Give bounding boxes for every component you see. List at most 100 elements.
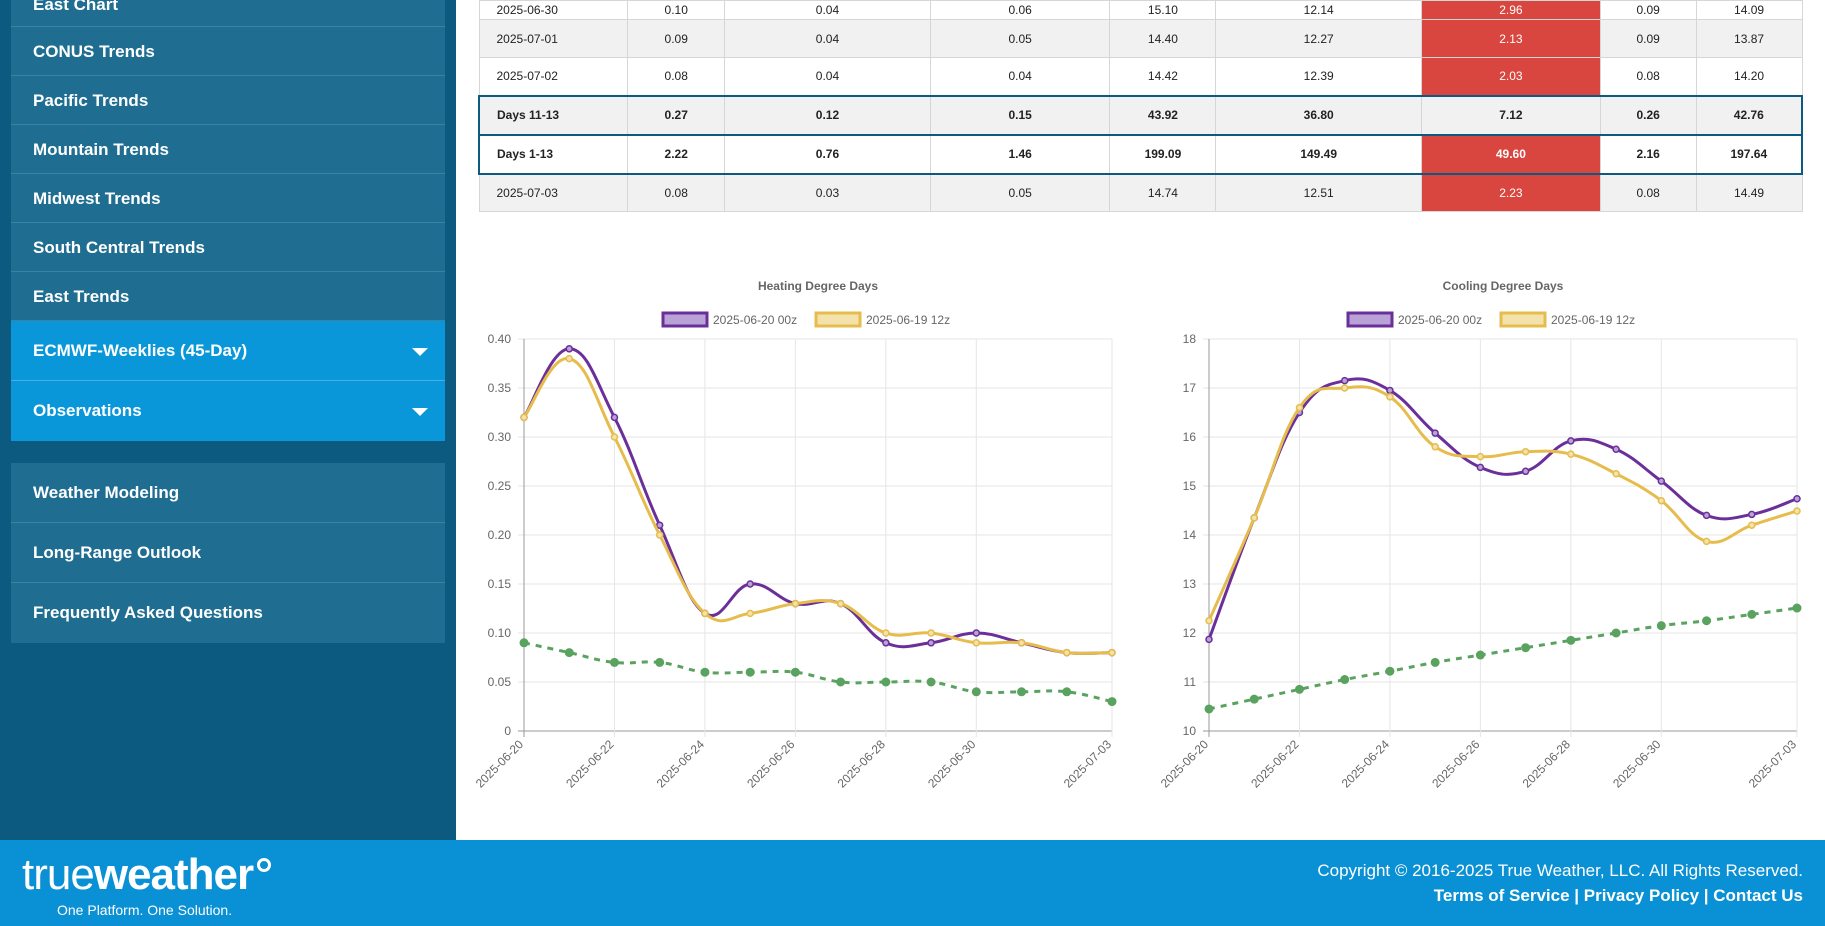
data-point[interactable]	[791, 599, 800, 608]
data-point[interactable]	[1431, 443, 1439, 451]
sidebar-item-south-central-trends[interactable]: South Central Trends	[11, 223, 445, 272]
sidebar-item-conus-trends[interactable]: CONUS Trends	[11, 27, 445, 76]
cdd-chart: Cooling Degree Days 2025-06-20 00z 2025-06…	[1155, 268, 1815, 813]
data-point[interactable]	[655, 521, 664, 529]
data-point[interactable]	[1431, 429, 1439, 437]
data-point[interactable]	[520, 413, 528, 422]
data-point[interactable]	[1062, 687, 1072, 697]
data-point[interactable]	[1430, 657, 1440, 667]
data-point[interactable]	[927, 629, 935, 637]
data-point[interactable]	[1612, 445, 1620, 453]
data-point[interactable]	[790, 667, 800, 677]
data-point[interactable]	[1063, 648, 1071, 657]
data-point[interactable]	[1017, 687, 1027, 697]
data-point[interactable]	[1792, 603, 1802, 613]
data-point[interactable]	[1611, 628, 1621, 638]
data-point[interactable]	[836, 677, 846, 687]
data-point[interactable]	[1657, 496, 1666, 505]
data-point[interactable]	[1017, 639, 1026, 647]
data-point[interactable]	[565, 345, 573, 353]
legend-item[interactable]: 2025-06-19 12z	[1499, 311, 1635, 328]
data-point[interactable]	[1521, 643, 1531, 653]
data-point[interactable]	[1340, 384, 1349, 392]
privacy-link[interactable]: Privacy Policy	[1583, 886, 1700, 905]
table-cell-value: 43.92	[1109, 94, 1217, 136]
data-point[interactable]	[927, 639, 935, 647]
data-point[interactable]	[1567, 437, 1575, 445]
legend-item[interactable]: 2025-06-19 12z	[814, 311, 950, 328]
data-point[interactable]	[1475, 650, 1485, 660]
contact-link[interactable]: Contact Us	[1713, 886, 1803, 905]
data-point[interactable]	[1566, 635, 1576, 645]
data-point[interactable]	[1386, 386, 1394, 395]
data-point[interactable]	[881, 677, 891, 687]
data-point[interactable]	[1702, 511, 1711, 520]
table-cell-value: 2.96	[1421, 0, 1601, 20]
data-point[interactable]	[1702, 537, 1711, 546]
data-point[interactable]	[655, 531, 664, 539]
data-point[interactable]	[1295, 403, 1304, 412]
data-point[interactable]	[1249, 694, 1259, 704]
data-point[interactable]	[1340, 675, 1350, 685]
data-point[interactable]	[1567, 450, 1575, 458]
x-tick-label: 2025-06-28	[1520, 737, 1574, 791]
data-point[interactable]	[926, 677, 936, 687]
data-point[interactable]	[1521, 467, 1530, 476]
data-point[interactable]	[655, 657, 665, 667]
data-point[interactable]	[1107, 697, 1117, 707]
data-point[interactable]	[1205, 635, 1213, 644]
data-point[interactable]	[1747, 609, 1757, 619]
sidebar-dropdown-observations[interactable]: Observations	[11, 381, 445, 441]
data-point[interactable]	[1250, 514, 1258, 522]
data-point[interactable]	[972, 629, 981, 637]
data-point[interactable]	[1702, 616, 1712, 626]
data-point[interactable]	[1340, 376, 1349, 385]
sidebar-dropdown-ecmwf-weeklies[interactable]: ECMWF-Weeklies (45-Day)	[11, 321, 445, 381]
legend-item[interactable]: 2025-06-20 00z	[661, 311, 797, 328]
data-point[interactable]	[565, 354, 573, 363]
data-point[interactable]	[1657, 477, 1666, 485]
sidebar-item-pacific-trends[interactable]: Pacific Trends	[11, 76, 445, 125]
sidebar-item-east-trends[interactable]: East Trends	[11, 272, 445, 321]
data-point[interactable]	[1204, 704, 1214, 714]
trueweather-logo[interactable]: trueweather One Platform. One Solution.	[22, 850, 272, 918]
data-point[interactable]	[1205, 617, 1213, 625]
data-point[interactable]	[1612, 470, 1620, 478]
data-point[interactable]	[745, 667, 755, 677]
data-point[interactable]	[701, 609, 709, 618]
data-point[interactable]	[1748, 521, 1756, 529]
data-point[interactable]	[746, 580, 754, 588]
data-point[interactable]	[564, 648, 574, 658]
data-point[interactable]	[1793, 494, 1801, 503]
sidebar-item-long-range-outlook[interactable]: Long-Range Outlook	[11, 523, 445, 583]
data-point[interactable]	[972, 639, 981, 647]
terms-link[interactable]: Terms of Service	[1433, 886, 1570, 905]
data-point[interactable]	[1294, 684, 1304, 694]
data-point[interactable]	[1748, 510, 1756, 519]
data-point[interactable]	[1386, 393, 1394, 401]
sidebar-item-mountain-trends[interactable]: Mountain Trends	[11, 125, 445, 174]
data-point[interactable]	[1521, 447, 1530, 456]
cdd-chart-svg: Cooling Degree Days 2025-06-20 00z 2025-06…	[1158, 279, 1802, 791]
legend-item[interactable]: 2025-06-20 00z	[1346, 311, 1482, 328]
data-point[interactable]	[971, 687, 981, 697]
data-point[interactable]	[836, 599, 845, 608]
sidebar-item-east-chart[interactable]: East Chart	[11, 0, 445, 27]
data-point[interactable]	[882, 629, 890, 637]
data-point[interactable]	[519, 638, 529, 648]
data-point[interactable]	[610, 433, 619, 441]
sidebar-item-faq[interactable]: Frequently Asked Questions	[33, 603, 263, 622]
data-point[interactable]	[1656, 621, 1666, 631]
data-point[interactable]	[1385, 666, 1395, 676]
data-point[interactable]	[609, 657, 619, 667]
data-point[interactable]	[882, 639, 890, 647]
sidebar-item-weather-modeling[interactable]: Weather Modeling	[11, 463, 445, 523]
data-point[interactable]	[1793, 507, 1801, 515]
data-point[interactable]	[1108, 648, 1116, 657]
data-point[interactable]	[746, 609, 754, 618]
data-point[interactable]	[1476, 463, 1485, 472]
data-point[interactable]	[1476, 452, 1485, 461]
data-point[interactable]	[610, 413, 619, 422]
data-point[interactable]	[700, 667, 710, 677]
sidebar-item-midwest-trends[interactable]: Midwest Trends	[11, 174, 445, 223]
